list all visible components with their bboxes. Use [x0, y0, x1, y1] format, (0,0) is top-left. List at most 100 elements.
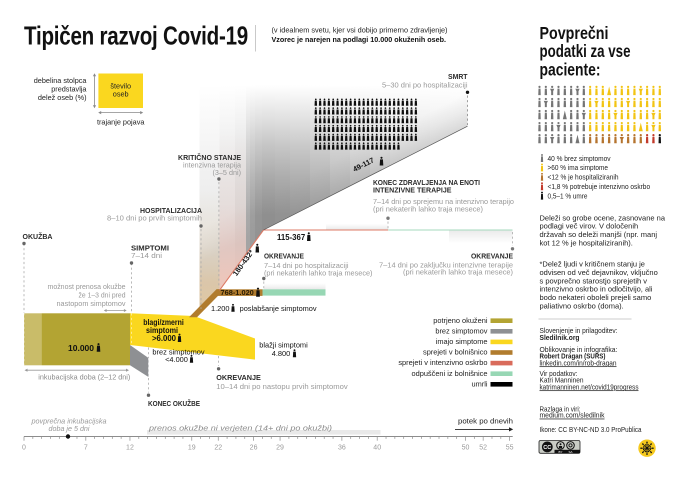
svg-text:22: 22: [214, 445, 222, 452]
svg-text:prenos okužbe ni verjeten (14+: prenos okužbe ni verjeten (14+ dni po ok…: [148, 424, 332, 433]
svg-text:7: 7: [84, 445, 88, 452]
svg-text:predstavlja: predstavlja: [51, 85, 87, 94]
svg-text:Razlaga in viri:: Razlaga in viri:: [540, 405, 581, 414]
svg-text:Sledilnik.org: Sledilnik.org: [540, 333, 580, 342]
svg-text:12: 12: [126, 445, 134, 452]
svg-text:trajanje pojava: trajanje pojava: [97, 118, 145, 127]
svg-text:INTENZIVNE TERAPIJE: INTENZIVNE TERAPIJE: [373, 186, 452, 195]
svg-text:intenzivna terapija: intenzivna terapija: [183, 160, 241, 169]
svg-text:imajo simptome: imajo simptome: [436, 337, 488, 346]
svg-text:52: 52: [479, 445, 487, 452]
svg-text:<4.000: <4.000: [165, 355, 188, 364]
svg-text:Katri Manninen: Katri Manninen: [540, 375, 584, 384]
svg-text:0,5–1 % umre: 0,5–1 % umre: [548, 191, 588, 200]
svg-text:10.000: 10.000: [68, 343, 94, 353]
svg-text:5–30 dni po hospitalizaciji: 5–30 dni po hospitalizaciji: [382, 81, 468, 90]
svg-text:26: 26: [250, 445, 258, 452]
svg-text:7–14 dni po zaključku intenziv: 7–14 dni po zaključku intenzivne terapij…: [379, 260, 513, 269]
svg-text:7–14 dni po sprejemu na intenz: 7–14 dni po sprejemu na intenzivno terap…: [373, 197, 514, 206]
svg-text:Robert Dragan (SURS): Robert Dragan (SURS): [540, 351, 606, 360]
svg-text:podlagi več virov. V določenih: podlagi več virov. V določenih: [540, 222, 639, 231]
svg-text:linkedin.com/in/rob-dragan: linkedin.com/in/rob-dragan: [540, 358, 617, 367]
svg-text:CC: CC: [543, 445, 551, 451]
svg-text:s povprečno starostjo sprejeti: s povprečno starostjo sprejetih v: [540, 276, 648, 285]
svg-text:50: 50: [462, 445, 470, 452]
svg-text:>60 % ima simptome: >60 % ima simptome: [548, 163, 609, 172]
svg-text:(v idealnem svetu, kjer vsi do: (v idealnem svetu, kjer vsi dobijo prime…: [272, 25, 448, 34]
svg-text:SMRT: SMRT: [448, 72, 468, 81]
svg-text:Deleži so grobe ocene, zasnova: Deleži so grobe ocene, zasnovane na: [540, 213, 666, 222]
svg-text:40 % brez simptomov: 40 % brez simptomov: [548, 154, 611, 163]
svg-text:oseb: oseb: [113, 90, 129, 99]
svg-text:podatki za vse: podatki za vse: [540, 41, 631, 61]
svg-text:že 1–3 dni pred: že 1–3 dni pred: [79, 290, 126, 299]
svg-text:KRITIČNO STANJE: KRITIČNO STANJE: [178, 153, 241, 162]
svg-text:KONEC OKUŽBE: KONEC OKUŽBE: [148, 399, 200, 408]
svg-text:1.200: 1.200: [211, 304, 230, 313]
svg-text:sprejeti v intenzivno oskrbo: sprejeti v intenzivno oskrbo: [398, 358, 487, 367]
svg-text:potek po dnevih: potek po dnevih: [458, 416, 513, 425]
svg-text:Ikone: CC BY-NC-ND 3.0 ProPubl: Ikone: CC BY-NC-ND 3.0 ProPublica: [540, 425, 643, 434]
svg-text:7–14 dni po hospitalizaciji: 7–14 dni po hospitalizaciji: [264, 261, 349, 270]
svg-text:10–14 dni po nastopu prvih sim: 10–14 dni po nastopu prvih simptomov: [216, 382, 348, 391]
svg-text:inkubacijska doba (2–12 dni): inkubacijska doba (2–12 dni): [38, 373, 130, 382]
svg-text:umrli: umrli: [471, 379, 487, 388]
svg-text:paciente:: paciente:: [540, 59, 601, 79]
svg-text:8–10 dni po prvih simptomih: 8–10 dni po prvih simptomih: [107, 214, 202, 223]
svg-text:(pri nekaterih lahko traja mes: (pri nekaterih lahko traja mesece): [264, 268, 373, 277]
svg-text:29: 29: [276, 445, 284, 452]
svg-text:0: 0: [22, 445, 26, 452]
svg-text:brez simptomov: brez simptomov: [435, 326, 487, 335]
svg-text:Vir podatkov:: Vir podatkov:: [540, 369, 578, 378]
svg-text:kot 12 % je hospitaliziranih).: kot 12 % je hospitaliziranih).: [540, 239, 633, 248]
svg-text:*Delež ljudi v kritičnem stanj: *Delež ljudi v kritičnem stanju je: [540, 260, 645, 269]
svg-text:(pri nekaterih lahko traja mes: (pri nekaterih lahko traja mesece): [403, 268, 513, 277]
svg-text:poslabšanje simptomov: poslabšanje simptomov: [240, 304, 317, 313]
svg-text:Tipičen razvoj Covid-19: Tipičen razvoj Covid-19: [24, 21, 248, 51]
svg-text:blažji simptomi: blažji simptomi: [259, 340, 308, 349]
svg-text:potrjeno okuženi: potrjeno okuženi: [433, 316, 488, 325]
svg-text:<12 % je hospitaliziranih: <12 % je hospitaliziranih: [548, 173, 619, 182]
svg-text:katrimanninen.net/covid19progr: katrimanninen.net/covid19progress: [540, 382, 639, 391]
svg-text:40: 40: [373, 445, 381, 452]
svg-text:sprejeti v bolnišnico: sprejeti v bolnišnico: [423, 348, 488, 357]
svg-text:paliativno oskrbo (doma).: paliativno oskrbo (doma).: [540, 302, 624, 311]
svg-text:bodo nekateri oboleli prejeli: bodo nekateri oboleli prejeli samo: [540, 293, 652, 302]
svg-text:brez simptomov: brez simptomov: [152, 348, 204, 357]
svg-text:19: 19: [188, 445, 196, 452]
svg-text:(3–5 dni): (3–5 dni): [213, 168, 242, 177]
svg-text:Slovenjenje in prilagoditev:: Slovenjenje in prilagoditev:: [540, 326, 618, 335]
svg-text:Oblikovanje in infografika:: Oblikovanje in infografika:: [540, 345, 618, 354]
svg-text:doba je 5 dni: doba je 5 dni: [49, 424, 90, 433]
svg-text:OKUŽBA: OKUŽBA: [23, 232, 53, 241]
svg-text:OKREVANJE: OKREVANJE: [264, 252, 304, 261]
svg-text:povprečna inkubacijska: povprečna inkubacijska: [30, 417, 106, 426]
svg-text:intenzivno oskrbo in odločitvi: intenzivno oskrbo in odločitvijo, ali: [540, 285, 653, 294]
svg-text:delež oseb (%): delež oseb (%): [38, 93, 87, 102]
svg-text:debelina stolpca: debelina stolpca: [34, 76, 88, 85]
svg-text:36: 36: [338, 445, 346, 452]
svg-text:medium.com/sledilnik: medium.com/sledilnik: [540, 411, 605, 420]
svg-text:55: 55: [506, 445, 514, 452]
svg-text:blagi/zmerni: blagi/zmerni: [143, 318, 184, 327]
svg-text:(pri nekaterih lahko traja mes: (pri nekaterih lahko traja mesece): [373, 204, 483, 213]
svg-text:OKREVANJE: OKREVANJE: [216, 373, 261, 382]
svg-text:Povprečni: Povprečni: [540, 23, 609, 43]
svg-text:4.800: 4.800: [272, 349, 291, 358]
svg-text:SIMPTOMI: SIMPTOMI: [131, 243, 169, 252]
svg-text:simptomi: simptomi: [146, 326, 178, 335]
svg-text:OKREVANJE: OKREVANJE: [471, 252, 513, 261]
svg-text:odvisen od več dejavnikov, vkl: odvisen od več dejavnikov, vključno: [540, 268, 658, 277]
svg-text:možnost prenosa okužbe: možnost prenosa okužbe: [48, 282, 126, 291]
svg-text:število: število: [110, 82, 131, 91]
svg-text:BY: BY: [558, 450, 562, 454]
svg-text:768-1.020: 768-1.020: [221, 288, 254, 297]
svg-text:>6.000: >6.000: [152, 334, 177, 343]
svg-text:državah so deleži manjši (npr.: državah so deleži manjši (npr. manj: [540, 230, 658, 239]
svg-text:7–14 dni: 7–14 dni: [131, 251, 162, 260]
svg-text:SA: SA: [568, 450, 572, 454]
svg-text:odpuščeni iz bolnišnice: odpuščeni iz bolnišnice: [411, 369, 487, 378]
svg-text:HOSPITALIZACIJA: HOSPITALIZACIJA: [140, 206, 202, 215]
svg-text:<1,8 % potrebuje intenzivno os: <1,8 % potrebuje intenzivno oskrbo: [548, 182, 651, 191]
svg-text:115-367: 115-367: [277, 233, 305, 242]
